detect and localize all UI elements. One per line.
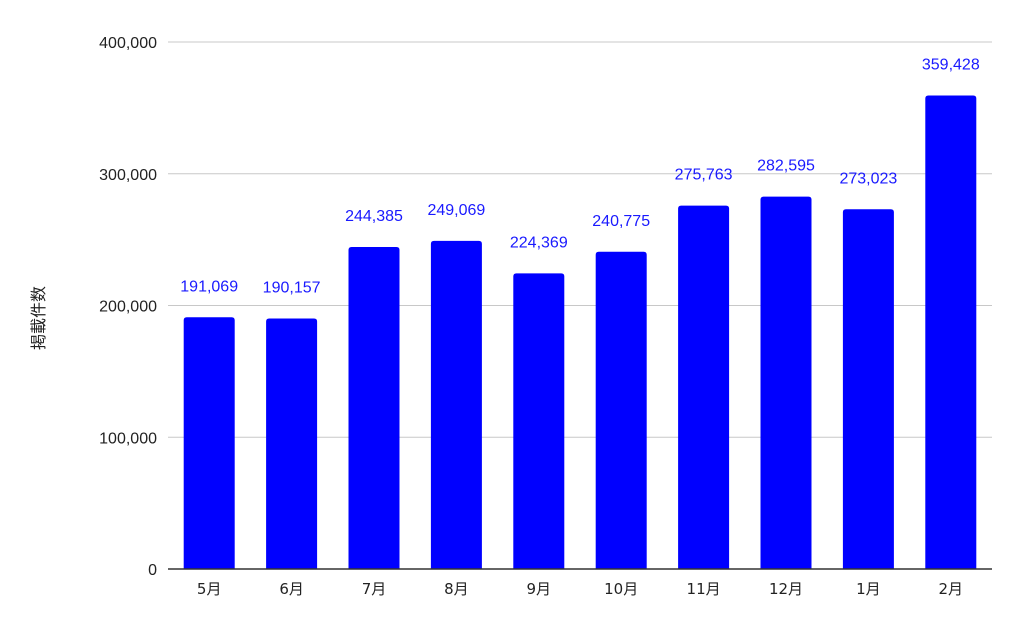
bars — [183, 95, 977, 570]
data-label: 282,595 — [757, 158, 815, 175]
bar-5 — [513, 273, 565, 569]
x-tick-label: 5月 — [197, 580, 222, 598]
y-tick-label: 200,000 — [99, 299, 157, 316]
data-label: 190,157 — [263, 279, 321, 296]
bar-2 — [266, 318, 318, 569]
bar-7 — [678, 205, 730, 569]
x-tick-label: 6月 — [279, 580, 304, 598]
data-label: 240,775 — [592, 213, 650, 230]
x-axis-ticks: 5月 6月 7月 8月 9月 10月 11月 12月 1月 2月 — [197, 580, 963, 598]
bar-8 — [760, 196, 812, 569]
data-label: 191,069 — [180, 278, 238, 295]
data-label: 244,385 — [345, 208, 403, 225]
data-label: 275,763 — [675, 167, 733, 184]
y-tick-label: 100,000 — [99, 430, 157, 447]
data-label: 359,428 — [922, 56, 980, 73]
y-tick-label: 0 — [148, 562, 157, 579]
x-tick-label: 7月 — [362, 580, 387, 598]
y-axis-title: 掲載件数 — [29, 286, 48, 350]
data-labels: 191,069 190,157 244,385 249,069 224,369 240,7… — [180, 56, 980, 296]
bar-4 — [430, 240, 482, 569]
bar-3 — [348, 247, 400, 569]
x-tick-label: 9月 — [527, 580, 552, 598]
bar-6 — [595, 251, 647, 569]
data-label: 249,069 — [427, 202, 485, 219]
x-tick-label: 2月 — [939, 580, 964, 598]
x-tick-label: 1月 — [856, 580, 881, 598]
y-tick-label: 400,000 — [99, 35, 157, 52]
y-tick-label: 300,000 — [99, 167, 157, 184]
x-tick-label: 11月 — [687, 580, 721, 598]
x-tick-label: 8月 — [444, 580, 469, 598]
x-tick-label: 10月 — [604, 580, 638, 598]
bar-9 — [842, 209, 894, 570]
data-label: 273,023 — [839, 170, 897, 187]
bar-10 — [925, 95, 977, 569]
y-axis-ticks: 0 100,000 200,000 300,000 400,000 — [99, 35, 157, 579]
data-label: 224,369 — [510, 234, 568, 251]
x-tick-label: 12月 — [769, 580, 803, 598]
bar-1 — [183, 317, 235, 569]
